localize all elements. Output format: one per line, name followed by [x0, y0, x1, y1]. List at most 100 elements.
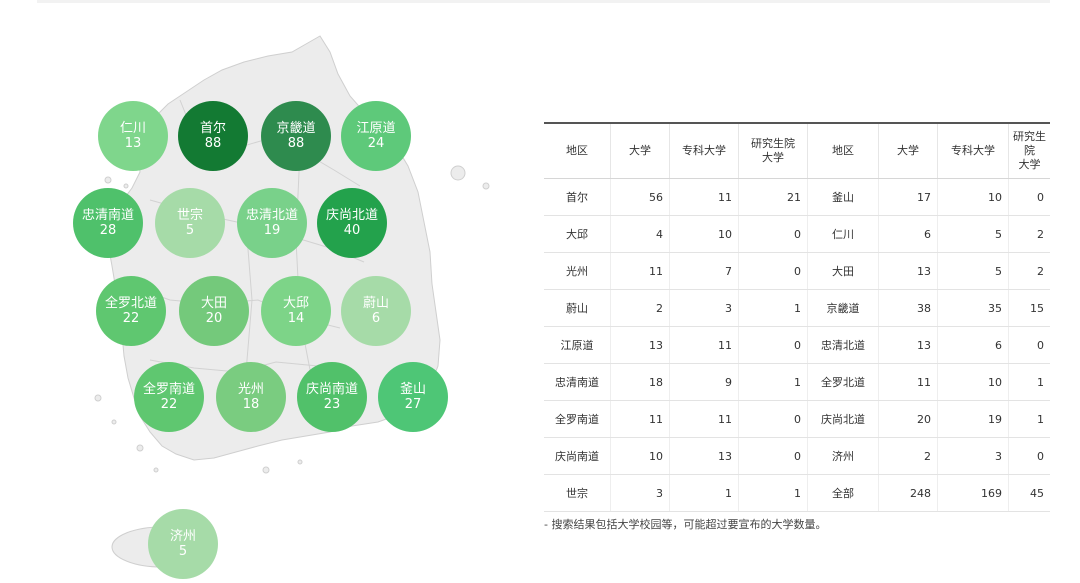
south-island-2 [297, 459, 303, 465]
dokdo-island [482, 182, 490, 190]
region-bubble[interactable]: 大邱 14 [261, 276, 331, 346]
region-count: 20 [205, 311, 223, 326]
region-cell: 全罗南道 [544, 400, 611, 438]
region-count: 18 [242, 397, 260, 412]
university-statistics-table: 地区 大学 专科大学 研究生院 大学 地区 大学 专科大学 研究生院 大学 首尔… [544, 122, 1050, 512]
table-row: 江原道 13 11 0 忠清北道 13 6 0 [544, 326, 1050, 364]
region-count: 24 [367, 136, 385, 151]
region-count: 19 [263, 223, 281, 238]
region-count: 40 [343, 223, 361, 238]
region-bubble[interactable]: 忠清北道 19 [237, 188, 307, 258]
count-cell: 13 [610, 326, 670, 364]
table-row: 蔚山 2 3 1 京畿道 38 35 15 [544, 289, 1050, 327]
west-island-2 [123, 183, 129, 189]
region-name: 庆尚南道 [305, 382, 358, 397]
count-cell: 13 [669, 437, 739, 475]
region-count: 13 [124, 136, 142, 151]
count-cell: 13 [878, 252, 938, 290]
korea-map: 仁川 13 首尔 88 京畿道 88 江原道 24 忠清南道 28 世宗 5 忠清北道 19 庆尚北道 40 全… [0, 0, 520, 583]
region-count: 6 [371, 311, 381, 326]
header-university-2: 大学 [878, 123, 938, 179]
region-name: 忠清北道 [245, 208, 298, 223]
region-bubble[interactable]: 釜山 27 [378, 362, 448, 432]
count-cell: 38 [878, 289, 938, 327]
count-cell: 5 [937, 252, 1009, 290]
region-bubble[interactable]: 仁川 13 [98, 101, 168, 171]
region-name: 江原道 [356, 121, 396, 136]
region-cell: 全罗北道 [807, 363, 879, 401]
region-cell: 全部 [807, 474, 879, 512]
region-cell: 江原道 [544, 326, 611, 364]
korea-map-outline [94, 35, 490, 568]
region-count: 5 [185, 223, 195, 238]
count-cell: 13 [878, 326, 938, 364]
count-cell: 10 [610, 437, 670, 475]
table-row: 忠清南道 18 9 1 全罗北道 11 10 1 [544, 363, 1050, 401]
count-cell: 3 [610, 474, 670, 512]
header-region-1: 地区 [544, 123, 611, 179]
count-cell: 2 [1008, 252, 1050, 290]
region-bubble[interactable]: 蔚山 6 [341, 276, 411, 346]
table-row: 光州 11 7 0 大田 13 5 2 [544, 252, 1050, 290]
region-bubble[interactable]: 首尔 88 [178, 101, 248, 171]
region-count: 5 [178, 544, 188, 559]
header-university-1: 大学 [610, 123, 670, 179]
count-cell: 11 [669, 400, 739, 438]
region-cell: 大邱 [544, 215, 611, 253]
count-cell: 11 [669, 326, 739, 364]
count-cell: 2 [610, 289, 670, 327]
table-row: 大邱 4 10 0 仁川 6 5 2 [544, 215, 1050, 253]
count-cell: 2 [878, 437, 938, 475]
count-cell: 21 [738, 178, 808, 216]
region-name: 京畿道 [276, 121, 316, 136]
count-cell: 2 [1008, 215, 1050, 253]
region-bubble[interactable]: 京畿道 88 [261, 101, 331, 171]
count-cell: 9 [669, 363, 739, 401]
top-divider [37, 0, 1050, 3]
count-cell: 11 [878, 363, 938, 401]
count-cell: 7 [669, 252, 739, 290]
region-name: 忠清南道 [81, 208, 134, 223]
count-cell: 0 [738, 400, 808, 438]
region-bubble[interactable]: 光州 18 [216, 362, 286, 432]
region-cell: 蔚山 [544, 289, 611, 327]
region-name: 蔚山 [362, 296, 389, 311]
header-region-2: 地区 [807, 123, 879, 179]
region-name: 首尔 [199, 121, 226, 136]
region-bubble[interactable]: 世宗 5 [155, 188, 225, 258]
region-name: 全罗北道 [104, 296, 157, 311]
region-name: 仁川 [119, 121, 146, 136]
region-bubble[interactable]: 庆尚北道 40 [317, 188, 387, 258]
region-bubble[interactable]: 忠清南道 28 [73, 188, 143, 258]
header-college-2: 专科大学 [937, 123, 1009, 179]
sw-island-4 [153, 467, 159, 473]
region-count: 88 [287, 136, 305, 151]
count-cell: 56 [610, 178, 670, 216]
region-bubble[interactable]: 全罗北道 22 [96, 276, 166, 346]
region-cell: 济州 [807, 437, 879, 475]
region-bubble[interactable]: 大田 20 [179, 276, 249, 346]
sw-island-2 [111, 419, 117, 425]
header-graduate-2: 研究生院 大学 [1008, 123, 1050, 179]
header-graduate-1: 研究生院 大学 [738, 123, 808, 179]
region-cell: 世宗 [544, 474, 611, 512]
count-cell: 0 [1008, 178, 1050, 216]
region-cell: 庆尚北道 [807, 400, 879, 438]
count-cell: 1 [738, 289, 808, 327]
count-cell: 11 [669, 178, 739, 216]
count-cell: 0 [738, 326, 808, 364]
region-bubble[interactable]: 庆尚南道 23 [297, 362, 367, 432]
table-row: 首尔 56 11 21 釜山 17 10 0 [544, 178, 1050, 216]
table-header-row: 地区 大学 专科大学 研究生院 大学 地区 大学 专科大学 研究生院 大学 [544, 123, 1050, 179]
region-bubble[interactable]: 江原道 24 [341, 101, 411, 171]
count-cell: 0 [738, 437, 808, 475]
region-bubble[interactable]: 全罗南道 22 [134, 362, 204, 432]
region-cell: 大田 [807, 252, 879, 290]
region-count: 27 [404, 397, 422, 412]
region-count: 23 [323, 397, 341, 412]
count-cell: 35 [937, 289, 1009, 327]
count-cell: 19 [937, 400, 1009, 438]
region-bubble[interactable]: 济州 5 [148, 509, 218, 579]
count-cell: 1 [1008, 400, 1050, 438]
region-name: 济州 [169, 529, 196, 544]
